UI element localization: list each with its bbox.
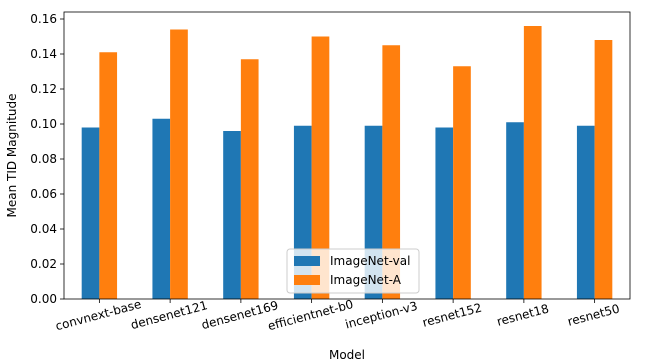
bar-imagenet-a-convnext-base <box>99 52 118 299</box>
bar-imagenet-a-densenet121 <box>170 29 188 299</box>
x-tick-label: efficientnet-b0 <box>266 297 355 333</box>
x-tick-label: resnet50 <box>566 301 621 328</box>
bar-imagenet-a-efficientnet-b0 <box>311 36 330 299</box>
y-tick-label: 0.14 <box>30 47 57 61</box>
bar-imagenet-a-resnet18 <box>523 26 542 299</box>
x-tick-label: convnext-base <box>54 297 143 333</box>
bar-imagenet-val-densenet169 <box>223 131 241 299</box>
y-axis: 0.00 0.02 0.04 0.06 0.08 0.10 0.12 0.14 0.16 <box>30 12 64 306</box>
y-tick-label: 0.10 <box>30 117 57 131</box>
x-tick-label: resnet152 <box>421 300 483 329</box>
x-tick-label: densenet121 <box>129 298 209 332</box>
bar-imagenet-val-convnext-base <box>81 127 100 299</box>
bar-imagenet-a-densenet169 <box>240 59 259 299</box>
plot-frame <box>63 11 631 300</box>
y-tick-label: 0.16 <box>30 12 57 26</box>
bar-imagenet-val-resnet152 <box>435 127 454 299</box>
bars-layer <box>81 26 613 299</box>
x-axis: convnext-basedensenet121densenet169effic… <box>54 297 621 333</box>
y-tick-label: 0.08 <box>30 152 57 166</box>
bar-imagenet-val-resnet50 <box>576 125 595 299</box>
x-tick-label: inception-v3 <box>344 299 419 332</box>
bar-imagenet-val-densenet121 <box>152 118 171 299</box>
bar-imagenet-a-inception-v3 <box>382 45 401 299</box>
legend-label: ImageNet-A <box>330 273 402 287</box>
y-tick-label: 0.02 <box>30 257 57 271</box>
bar-imagenet-val-resnet18 <box>506 122 524 299</box>
y-tick-label: 0.06 <box>30 187 57 201</box>
legend: ImageNet-val ImageNet-A <box>286 248 420 294</box>
y-tick-label: 0.12 <box>30 82 57 96</box>
legend-label: ImageNet-val <box>330 254 410 268</box>
bar-imagenet-a-resnet50 <box>594 40 613 299</box>
y-tick-label: 0.04 <box>30 222 57 236</box>
x-tick-label: resnet18 <box>495 301 550 328</box>
x-axis-title: Model <box>329 348 365 362</box>
y-tick-label: 0.00 <box>30 292 57 306</box>
legend-swatch <box>294 256 320 266</box>
legend-swatch <box>294 275 320 285</box>
y-axis-title: Mean TID Magnitude <box>5 93 19 217</box>
bar-imagenet-a-resnet152 <box>453 66 471 299</box>
